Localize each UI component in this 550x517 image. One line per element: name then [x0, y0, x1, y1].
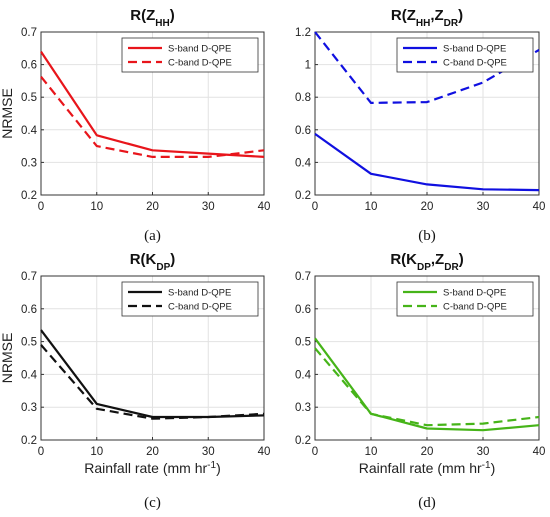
legend: S-band D-QPE C-band D-QPE [396, 281, 534, 317]
y-tick-label: 0.2 [295, 435, 311, 447]
x-tick-label: 10 [90, 446, 103, 458]
x-axis-label: Rainfall rate (mm hr-1) [84, 460, 221, 477]
series-line-c-band [314, 347, 540, 427]
y-tick-label: 0.4 [21, 125, 38, 137]
x-tick-label: 10 [90, 201, 103, 213]
series-line-s-band [314, 337, 540, 432]
x-tick-label: 20 [146, 201, 159, 213]
y-tick-label: 0.3 [21, 402, 37, 414]
x-tick-label: 0 [312, 446, 318, 458]
y-axis-label: NRMSE [0, 333, 15, 384]
y-tick-label: 0.2 [21, 435, 37, 447]
chart-title: R(KDP,ZDR) [390, 251, 463, 273]
y-tick-label: 0.7 [295, 271, 311, 283]
chart-title: R(KDP) [130, 251, 176, 273]
y-tick-label: 0.5 [21, 92, 37, 104]
x-tick-label: 10 [365, 201, 378, 213]
y-tick-label: 0.5 [295, 337, 311, 349]
x-tick-label: 40 [533, 446, 546, 458]
x-tick-label: 40 [533, 201, 546, 213]
chart-panel-c: 0 10 20 30 40 0.2 0.3 0.4 0.5 0.6 0.7 S-band D-QPE C… [0, 251, 270, 511]
x-tick-label: 20 [421, 201, 434, 213]
x-tick-label: 0 [38, 201, 44, 213]
legend-label: C-band D-QPE [443, 58, 507, 69]
legend-box [121, 281, 259, 317]
legend-label: C-band D-QPE [168, 302, 232, 313]
x-tick-label: 30 [202, 446, 215, 458]
legend-box [121, 37, 259, 73]
y-tick-label: 0.8 [295, 92, 311, 104]
chart-panel-d: 0 10 20 30 40 0.2 0.3 0.4 0.5 0.6 0.7 S-band D-QPE C… [295, 251, 545, 511]
legend-label: S-band D-QPE [443, 44, 506, 55]
x-tick-label: 40 [258, 446, 271, 458]
chart-panel-b: 0 10 20 30 40 0.2 0.4 0.6 0.8 1 1.2 S-band D-QPE C-b… [295, 7, 545, 244]
legend-label: S-band D-QPE [168, 44, 231, 55]
y-tick-label: 0.2 [21, 190, 37, 202]
y-tick-label: 0.6 [21, 304, 37, 316]
x-axis-label: Rainfall rate (mm hr-1) [359, 460, 496, 477]
chart-title: R(ZHH) [130, 7, 174, 29]
y-tick-label: 0.4 [295, 157, 312, 169]
legend-label: C-band D-QPE [168, 58, 232, 69]
chart-panel-a: 0 10 20 30 40 0.2 0.3 0.4 0.5 0.6 0.7 S-band D-QPE C… [0, 7, 270, 244]
legend-box [396, 281, 534, 317]
x-tick-label: 20 [421, 446, 434, 458]
y-tick-label: 0.4 [295, 369, 312, 381]
legend-label: C-band D-QPE [443, 302, 507, 313]
series-line-s-band [40, 50, 265, 158]
x-tick-label: 20 [146, 446, 159, 458]
chart-title: R(ZHH,ZDR) [391, 7, 463, 29]
panel-label: (b) [418, 228, 436, 244]
panel-label: (d) [418, 495, 436, 511]
y-tick-label: 1 [305, 60, 311, 72]
legend: S-band D-QPE C-band D-QPE [121, 37, 259, 73]
legend-label: S-band D-QPE [168, 288, 231, 299]
series-line-c-band [40, 344, 265, 420]
y-tick-label: 0.3 [21, 157, 37, 169]
panel-label: (c) [144, 495, 161, 511]
x-tick-label: 10 [365, 446, 378, 458]
legend-box [396, 37, 534, 73]
legend: S-band D-QPE C-band D-QPE [396, 37, 534, 73]
y-tick-label: 0.2 [295, 190, 311, 202]
y-tick-label: 1.2 [295, 27, 311, 39]
y-tick-label: 0.6 [21, 60, 37, 72]
y-tick-label: 0.7 [21, 27, 37, 39]
y-tick-label: 0.4 [21, 369, 38, 381]
panel-label: (a) [144, 228, 161, 244]
series-line-c-band [40, 76, 265, 158]
y-axis-label: NRMSE [0, 88, 15, 139]
y-tick-label: 0.3 [295, 402, 311, 414]
legend: S-band D-QPE C-band D-QPE [121, 281, 259, 317]
legend-label: S-band D-QPE [443, 288, 506, 299]
x-tick-label: 30 [477, 201, 490, 213]
x-tick-label: 30 [202, 201, 215, 213]
y-tick-label: 0.7 [21, 271, 37, 283]
x-tick-label: 0 [312, 201, 318, 213]
y-tick-label: 0.6 [295, 304, 311, 316]
x-tick-label: 40 [258, 201, 271, 213]
y-tick-label: 0.6 [295, 125, 311, 137]
y-tick-label: 0.5 [21, 337, 37, 349]
x-tick-label: 0 [38, 446, 44, 458]
x-tick-label: 30 [477, 446, 490, 458]
